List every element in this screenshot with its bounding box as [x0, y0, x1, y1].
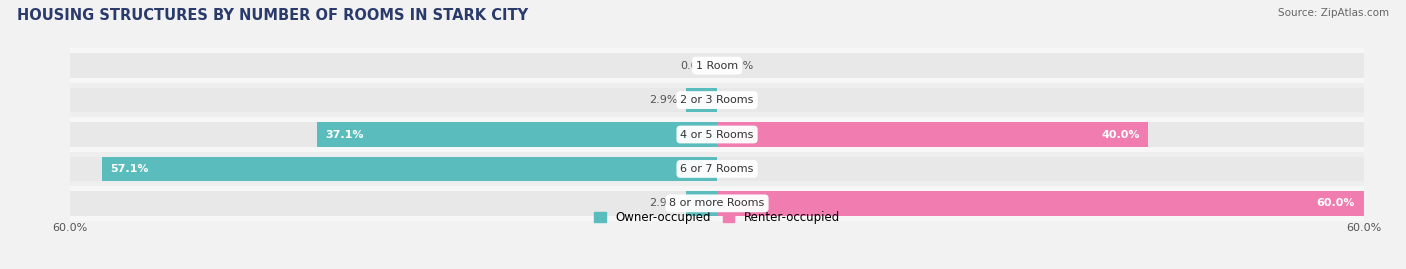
Text: 37.1%: 37.1%: [326, 129, 364, 140]
Text: 2.9%: 2.9%: [648, 95, 678, 105]
Text: 0.0%: 0.0%: [725, 164, 754, 174]
Text: 40.0%: 40.0%: [1101, 129, 1140, 140]
Text: Source: ZipAtlas.com: Source: ZipAtlas.com: [1278, 8, 1389, 18]
Text: HOUSING STRUCTURES BY NUMBER OF ROOMS IN STARK CITY: HOUSING STRUCTURES BY NUMBER OF ROOMS IN…: [17, 8, 529, 23]
Bar: [70, 83, 1364, 117]
Bar: [101, 157, 717, 181]
Text: 8 or more Rooms: 8 or more Rooms: [669, 198, 765, 208]
Bar: [717, 53, 1364, 78]
Text: 0.0%: 0.0%: [725, 61, 754, 71]
Text: 6 or 7 Rooms: 6 or 7 Rooms: [681, 164, 754, 174]
Bar: [70, 191, 717, 216]
Bar: [70, 88, 717, 112]
Bar: [686, 88, 717, 112]
Text: 2.9%: 2.9%: [648, 198, 678, 208]
Bar: [717, 88, 1364, 112]
Bar: [717, 122, 1364, 147]
Bar: [717, 122, 1149, 147]
Bar: [717, 191, 1364, 216]
Bar: [70, 152, 1364, 186]
Bar: [70, 157, 717, 181]
Text: 4 or 5 Rooms: 4 or 5 Rooms: [681, 129, 754, 140]
Bar: [717, 157, 1364, 181]
Text: 0.0%: 0.0%: [681, 61, 709, 71]
Bar: [70, 122, 717, 147]
Bar: [686, 191, 717, 216]
Bar: [70, 53, 717, 78]
Text: 0.0%: 0.0%: [725, 95, 754, 105]
Bar: [70, 186, 1364, 221]
Bar: [70, 48, 1364, 83]
Bar: [318, 122, 717, 147]
Text: 57.1%: 57.1%: [110, 164, 149, 174]
Text: 1 Room: 1 Room: [696, 61, 738, 71]
Bar: [70, 117, 1364, 152]
Bar: [717, 191, 1364, 216]
Text: 2 or 3 Rooms: 2 or 3 Rooms: [681, 95, 754, 105]
Legend: Owner-occupied, Renter-occupied: Owner-occupied, Renter-occupied: [589, 206, 845, 228]
Text: 60.0%: 60.0%: [1316, 198, 1355, 208]
